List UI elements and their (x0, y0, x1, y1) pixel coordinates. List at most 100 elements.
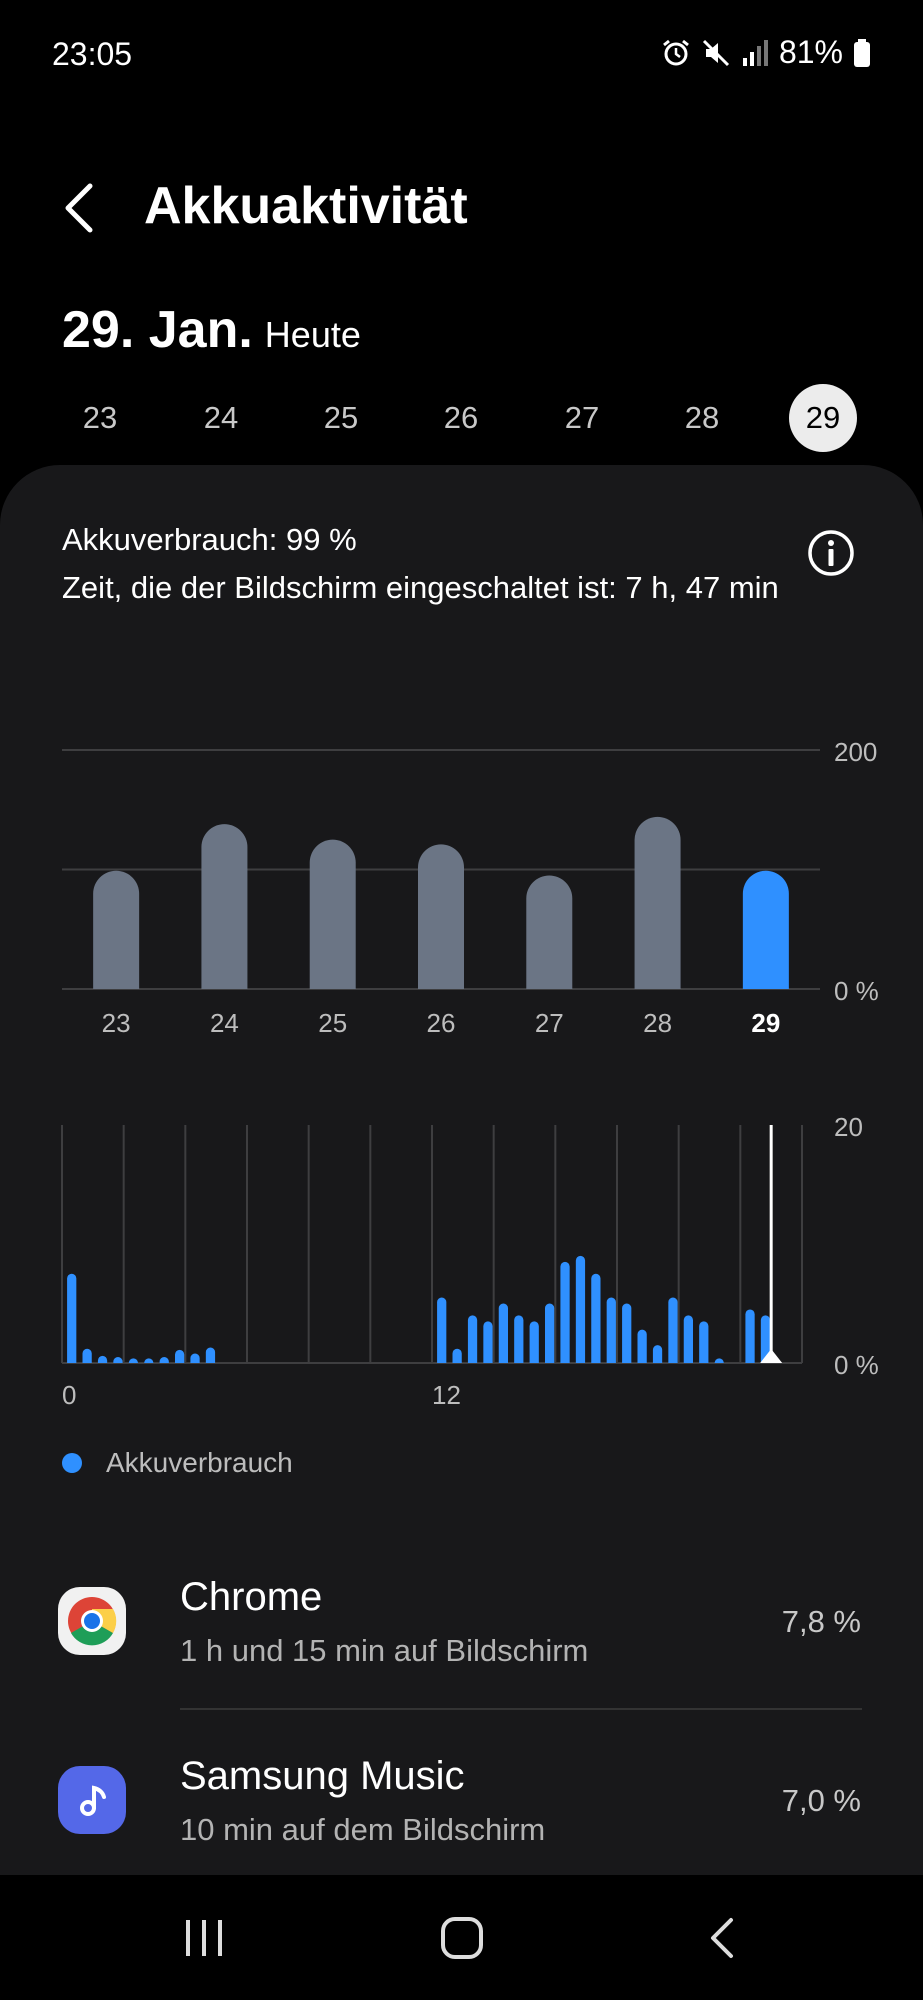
daily-xtick-29: 29 (751, 1008, 780, 1038)
daily-ytick-max: 200 (834, 737, 877, 767)
legend-label: Akkuverbrauch (106, 1447, 293, 1478)
hourly-bar (175, 1349, 185, 1363)
hourly-bar (483, 1321, 493, 1363)
hourly-bar (144, 1358, 154, 1363)
hourly-bar (82, 1348, 92, 1363)
daily-bar-24 (201, 824, 248, 989)
day-23[interactable]: 23 (82, 400, 118, 435)
legend-dot (62, 1453, 82, 1473)
page-title: Akkuaktivität (144, 177, 468, 235)
hourly-bar (560, 1261, 570, 1363)
day-27[interactable]: 27 (564, 400, 600, 435)
hourly-bar (745, 1309, 755, 1363)
hourly-bar (128, 1358, 138, 1363)
recent-apps-button[interactable] (144, 1875, 264, 2000)
daily-xtick-25: 25 (318, 1008, 347, 1038)
hourly-bar (97, 1355, 108, 1363)
hourly-bar (545, 1303, 555, 1363)
day-25[interactable]: 25 (323, 400, 359, 435)
hourly-bar (437, 1297, 447, 1363)
nav-back-button[interactable] (662, 1875, 782, 2000)
battery-usage-text: Akkuverbrauch: 99 % (62, 522, 357, 557)
hourly-bar (652, 1345, 663, 1363)
date-main: 29. Jan. (62, 301, 253, 359)
day-24[interactable]: 24 (203, 400, 239, 435)
daily-xtick-24: 24 (210, 1008, 239, 1038)
hourly-bar (498, 1303, 508, 1363)
status-time: 23:05 (52, 36, 133, 72)
hourly-ytick-min: 0 % (834, 1350, 879, 1380)
current-time-marker (760, 1349, 783, 1363)
hourly-bar (529, 1321, 539, 1363)
app-name: Chrome (180, 1575, 323, 1619)
hourly-bar (683, 1315, 693, 1363)
app-name: Samsung Music (180, 1754, 465, 1798)
app-percent: 7,0 % (781, 1783, 861, 1818)
daily-usage-chart: 23 24 25 26 27 28 29 200 0 % (62, 737, 879, 1038)
day-selector: 23 24 25 26 27 28 29 (40, 384, 883, 454)
daily-ytick-min: 0 % (834, 976, 879, 1006)
hourly-bar (714, 1358, 724, 1363)
hourly-ytick-max: 20 (834, 1112, 863, 1142)
day-28[interactable]: 28 (684, 400, 720, 435)
navigation-bar (0, 1875, 923, 2000)
back-button[interactable] (56, 178, 106, 238)
info-icon[interactable] (806, 528, 856, 578)
daily-xtick-26: 26 (427, 1008, 456, 1038)
screen-time-text: Zeit, die der Bildschirm eingeschaltet i… (62, 570, 779, 605)
music-note-icon (58, 1766, 126, 1834)
hourly-bar (113, 1357, 123, 1363)
mute-icon (702, 39, 730, 66)
hourly-xtick-12: 12 (432, 1380, 461, 1410)
hourly-bar (622, 1303, 632, 1363)
home-icon (441, 1916, 483, 1959)
app-percent: 7,8 % (781, 1604, 861, 1639)
daily-bar-27 (526, 875, 573, 989)
chart-legend: Akkuverbrauch (62, 1447, 293, 1479)
app-row-samsung-music[interactable]: Samsung Music 10 min auf dem Bildschirm … (0, 1716, 923, 1886)
daily-xtick-28: 28 (643, 1008, 672, 1038)
hourly-bar (760, 1315, 771, 1363)
daily-bar-29 (742, 870, 789, 989)
app-detail: 10 min auf dem Bildschirm (180, 1812, 546, 1847)
hourly-xtick-0: 0 (62, 1380, 76, 1410)
recent-apps-icon (186, 1919, 222, 1956)
app-detail: 1 h und 15 min auf Bildschirm (180, 1633, 589, 1668)
date-sub: Heute (264, 314, 361, 355)
hourly-bar (190, 1353, 200, 1363)
battery-card (0, 465, 923, 1875)
daily-bar-28 (634, 816, 681, 989)
hourly-bar (575, 1255, 586, 1363)
hourly-bar (591, 1273, 601, 1363)
hourly-bar (159, 1357, 169, 1363)
chevron-left-icon (65, 183, 93, 233)
alarm-icon (663, 39, 689, 65)
day-29-selected[interactable]: 29 (789, 384, 857, 452)
day-26[interactable]: 26 (443, 400, 479, 435)
daily-xtick-27: 27 (535, 1008, 564, 1038)
hourly-bar (699, 1321, 709, 1363)
hourly-bar (452, 1348, 462, 1363)
date-heading: 29. Jan. Heute (62, 300, 361, 360)
hourly-usage-chart: 0 12 20 0 % (61, 1112, 879, 1410)
daily-xtick-23: 23 (102, 1008, 131, 1038)
hourly-bar (637, 1329, 647, 1363)
daily-bar-23 (93, 870, 140, 989)
chrome-icon (58, 1587, 126, 1655)
list-divider (180, 1708, 862, 1710)
hourly-bar (67, 1273, 77, 1363)
daily-bar-25 (309, 839, 356, 989)
battery-icon (854, 38, 870, 67)
hourly-bar (205, 1347, 216, 1363)
home-button[interactable] (402, 1875, 522, 2000)
signal-icon (742, 39, 768, 66)
hourly-bar (606, 1297, 616, 1363)
daily-bar-26 (418, 844, 465, 989)
hourly-bar (668, 1297, 678, 1363)
hourly-bar (514, 1315, 524, 1363)
battery-percent: 81% (778, 34, 843, 70)
back-icon (711, 1917, 733, 1958)
app-row-chrome[interactable]: Chrome 1 h und 15 min auf Bildschirm 7,8… (0, 1537, 923, 1707)
status-icons: 81% (661, 34, 871, 71)
hourly-bar (467, 1315, 478, 1363)
